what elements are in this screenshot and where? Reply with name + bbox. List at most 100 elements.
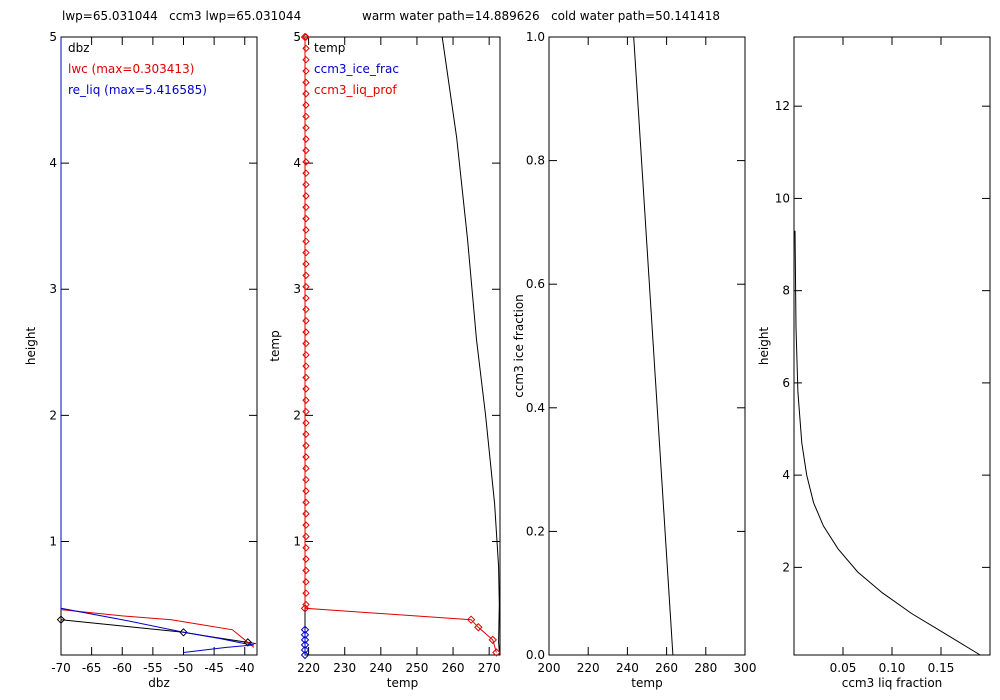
data-point-marker [302, 419, 310, 427]
x-tick-label: 220 [577, 661, 600, 675]
x-tick-label: 0.10 [879, 661, 906, 675]
data-point-marker [302, 305, 310, 314]
x-tick-label: 240 [616, 661, 639, 675]
x-tick-label: 250 [405, 661, 428, 675]
legend-label-1: temp [314, 41, 345, 55]
y-axis-label: temp [268, 330, 282, 361]
series-line-2-3 [304, 37, 497, 653]
data-point-marker [302, 271, 310, 280]
y-tick-label: 2 [782, 560, 790, 574]
x-tick-label: -40 [235, 661, 255, 675]
x-tick-label: 260 [655, 661, 678, 675]
x-tick-label: -55 [143, 661, 163, 675]
y-tick-label: 3 [49, 282, 57, 296]
x-tick-label: -45 [204, 661, 224, 675]
x-axis-label: dbz [148, 676, 170, 690]
data-point-marker [302, 487, 310, 495]
data-point-marker [302, 328, 310, 336]
data-point-marker [488, 635, 497, 645]
legend-label-2: ccm3_ice_frac [314, 62, 399, 76]
data-point-marker [302, 135, 310, 143]
x-tick-label: -50 [174, 661, 194, 675]
y-tick-label: 2 [293, 408, 301, 422]
x-tick-label: 0.15 [928, 661, 955, 675]
y-tick-label: 0.0 [526, 648, 545, 662]
data-point-marker [302, 589, 310, 597]
y-tick-label: 1.0 [526, 30, 545, 44]
y-axis-label: height [757, 327, 771, 366]
series-line-3-1 [633, 36, 674, 656]
y-axis-label: height [24, 327, 38, 366]
data-point-marker [300, 630, 310, 640]
legend-label-2: lwc (max=0.303413) [68, 62, 194, 76]
data-point-marker [302, 237, 310, 246]
data-point-marker [302, 600, 310, 609]
data-point-marker [302, 248, 310, 257]
data-point-marker [302, 362, 310, 370]
data-point-marker [300, 635, 310, 645]
x-tick-label: 260 [442, 661, 465, 675]
y-tick-label: 1 [49, 534, 57, 548]
x-tick-label: 0.05 [830, 661, 857, 675]
x-tick-label: 230 [333, 661, 356, 675]
data-point-marker [300, 640, 310, 650]
data-point-marker [302, 407, 310, 416]
y-tick-label: 0.6 [526, 277, 545, 291]
data-point-marker [302, 373, 310, 382]
plot-frame-2 [304, 36, 501, 656]
data-point-marker [302, 283, 310, 291]
data-point-marker [302, 385, 310, 393]
data-point-marker [302, 33, 310, 41]
x-tick-label: -60 [112, 661, 132, 675]
y-tick-label: 4 [49, 156, 57, 170]
data-point-marker [302, 44, 310, 53]
data-point-marker [302, 55, 310, 64]
data-point-marker [300, 604, 310, 613]
data-point-marker [492, 648, 501, 657]
plot-frame-4 [793, 36, 991, 656]
y-tick-label: 0.2 [526, 524, 545, 538]
data-point-marker [179, 628, 188, 637]
data-point-marker [302, 396, 310, 404]
data-point-marker [302, 146, 310, 155]
y-tick-label: 8 [782, 284, 790, 298]
x-axis-label: temp [631, 676, 662, 690]
x-tick-label: -65 [82, 661, 102, 675]
x-tick-label: 300 [734, 661, 757, 675]
data-point-marker [302, 260, 310, 268]
data-point-marker [302, 124, 310, 132]
data-point-marker [302, 532, 310, 541]
data-point-marker [302, 544, 310, 552]
data-point-marker [302, 441, 310, 450]
data-point-marker [302, 317, 310, 325]
data-point-marker [302, 475, 310, 484]
data-point-marker [302, 67, 310, 75]
plot-frame-3 [548, 36, 746, 656]
data-point-marker [302, 555, 310, 563]
x-axis-label: ccm3 liq fraction [842, 676, 943, 690]
data-point-marker [302, 112, 310, 121]
data-point-marker [300, 650, 310, 660]
data-point-marker [302, 214, 310, 223]
x-tick-label: 200 [538, 661, 561, 675]
x-tick-label: 280 [694, 661, 717, 675]
data-point-marker [300, 645, 310, 655]
data-point-marker [302, 101, 310, 109]
data-point-marker [302, 192, 310, 200]
data-point-marker [302, 453, 310, 461]
y-tick-label: 6 [782, 376, 790, 390]
legend-label-1: dbz [68, 41, 90, 55]
x-tick-label: 220 [297, 661, 320, 675]
y-tick-label: 4 [293, 156, 301, 170]
plot-frame-1 [60, 36, 258, 656]
data-point-marker [302, 566, 310, 575]
data-point-marker [302, 351, 310, 359]
x-tick-label: 240 [369, 661, 392, 675]
y-tick-label: 4 [782, 468, 790, 482]
data-point-marker [302, 226, 310, 234]
legend-label-3: re_liq (max=5.416585) [68, 83, 207, 97]
y-tick-label: 0.8 [526, 154, 545, 168]
x-tick-label: -70 [51, 661, 71, 675]
data-point-marker [302, 169, 310, 177]
y-tick-label: 10 [775, 191, 790, 205]
